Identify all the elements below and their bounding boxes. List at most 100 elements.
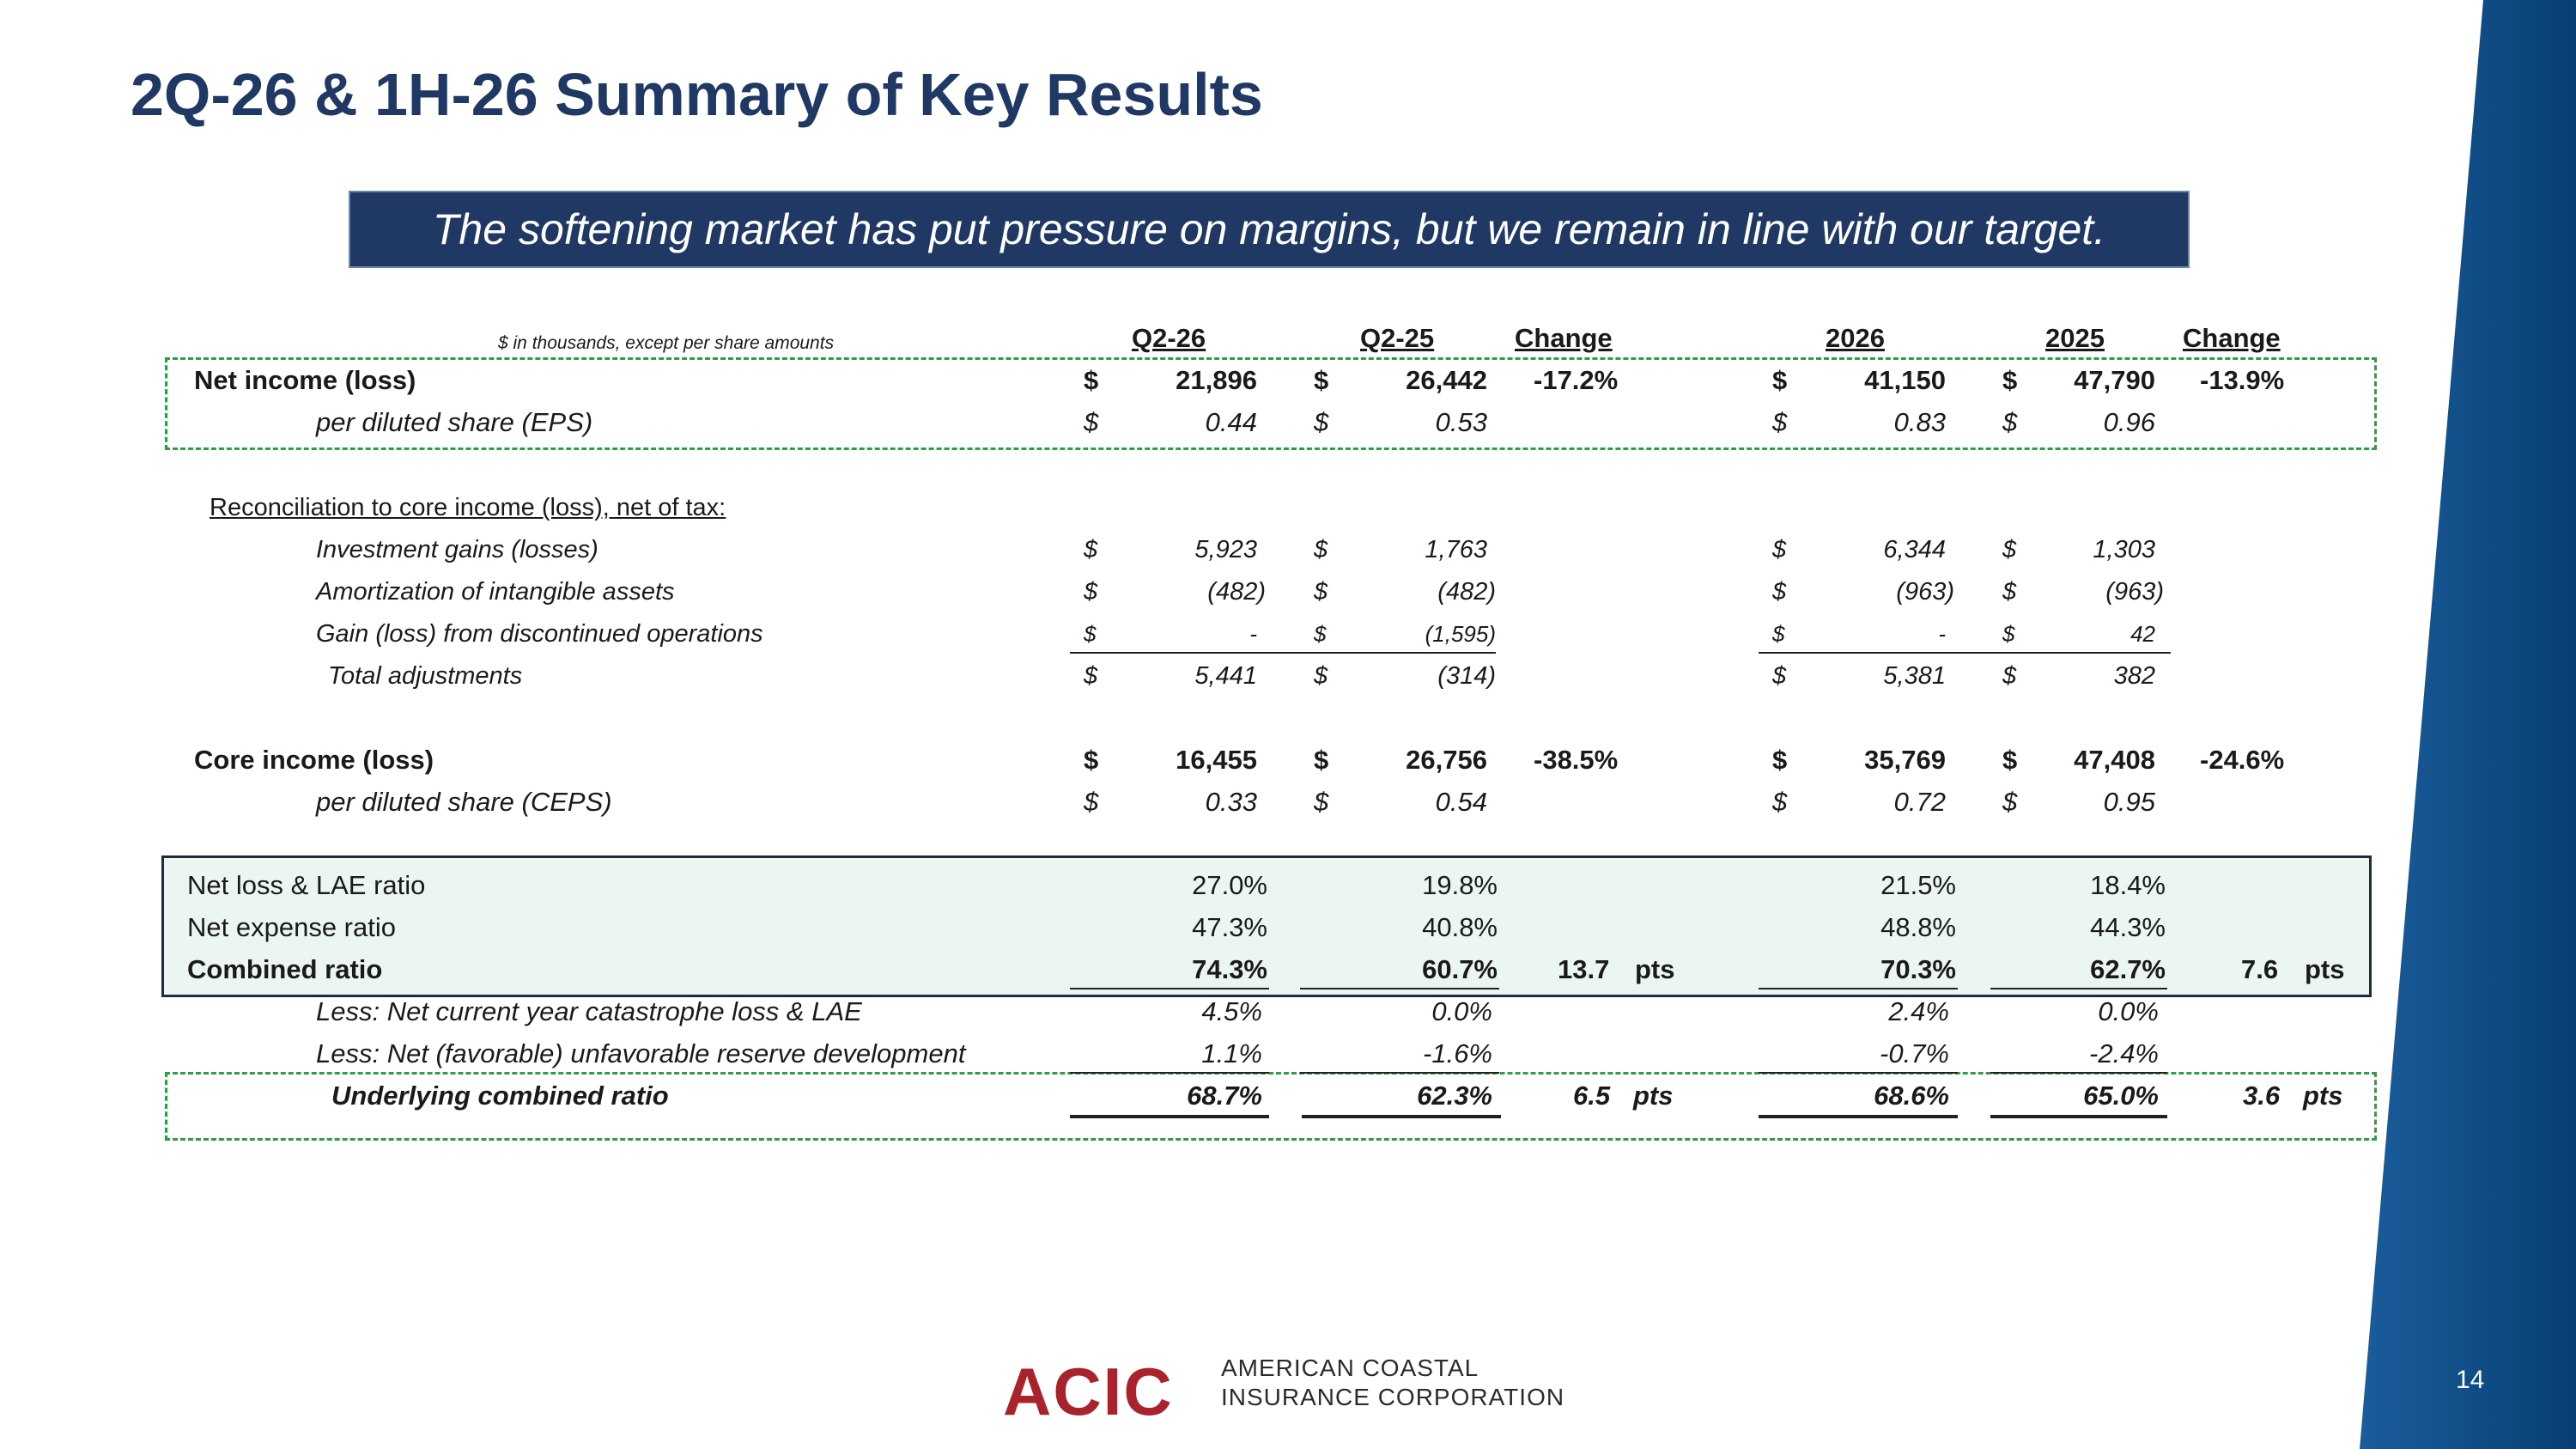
dollar-sign: $ [1084, 365, 1099, 395]
total-adj-2026: 5,381 [1883, 662, 1946, 690]
reserve-2025: -2.4% [2089, 1038, 2159, 1068]
pts-label: pts [1633, 1081, 1674, 1111]
dollar-sign: $ [1084, 578, 1098, 606]
net-income-q2-25: 26,442 [1406, 365, 1487, 395]
row-label: Underlying combined ratio [331, 1081, 669, 1111]
double-rule [1070, 1115, 1269, 1118]
net-income-2025: 47,790 [2074, 365, 2155, 395]
underlying-q2-26: 68.7% [1187, 1081, 1262, 1111]
eps-2026: 0.83 [1893, 407, 1946, 437]
header-q2-25: Q2-25 [1360, 323, 1435, 353]
ceps-2026: 0.72 [1893, 787, 1946, 817]
total-adj-2025: 382 [2113, 662, 2155, 690]
dollar-sign: $ [1314, 365, 1329, 395]
core-income-q-change: -38.5% [1534, 745, 1619, 775]
eps-q2-26: 0.44 [1205, 407, 1257, 437]
row-label: Total adjustments [328, 662, 523, 690]
pts-label: pts [2305, 954, 2345, 984]
double-rule [1302, 1115, 1501, 1118]
dollar-sign: $ [2002, 578, 2017, 606]
cat-2026: 2.4% [1888, 996, 1949, 1026]
net-income-y-change: -13.9% [2200, 365, 2285, 395]
core-income-y-change: -24.6% [2200, 745, 2285, 775]
expense-q2-25: 40.8% [1422, 912, 1498, 942]
row-label: Net expense ratio [187, 912, 396, 942]
net-income-q-change: -17.2% [1534, 365, 1619, 395]
dollar-sign: $ [2002, 407, 2018, 437]
row-label: Core income (loss) [194, 745, 434, 775]
underlying-y-change: 3.6 [2243, 1081, 2281, 1111]
loss-lae-q2-25: 19.8% [1422, 870, 1498, 900]
net-income-q2-26: 21,896 [1176, 365, 1257, 395]
underlying-dashed-box [165, 1072, 2377, 1141]
header-q2-26: Q2-26 [1132, 323, 1206, 353]
combined-2026: 70.3% [1880, 954, 1956, 984]
expense-2026: 48.8% [1880, 912, 1956, 942]
dollar-sign: $ [2002, 621, 2015, 647]
total-adj-q2-26: 5,441 [1194, 662, 1257, 690]
combined-q-change: 13.7 [1558, 954, 1610, 984]
dollar-sign: $ [1772, 621, 1785, 647]
amort-2026: (963) [1896, 578, 1954, 606]
amort-q2-26: (482) [1207, 578, 1266, 606]
row-label: Net loss & LAE ratio [187, 870, 426, 900]
dollar-sign: $ [1314, 578, 1328, 606]
amort-q2-25: (482) [1437, 578, 1496, 606]
subtotal-rule [1070, 1072, 1269, 1074]
ceps-q2-26: 0.33 [1205, 787, 1257, 817]
ceps-q2-25: 0.54 [1435, 787, 1487, 817]
ratio-highlight-box [161, 855, 2372, 997]
underlying-2026: 68.6% [1874, 1081, 1949, 1111]
dollar-sign: $ [1084, 662, 1098, 690]
core-income-2026: 35,769 [1864, 745, 1946, 775]
core-income-q2-26: 16,455 [1176, 745, 1257, 775]
row-label: Net income (loss) [194, 365, 416, 395]
dollar-sign: $ [1314, 745, 1329, 775]
subtotal-rule [1070, 988, 1269, 989]
dollar-sign: $ [1314, 787, 1329, 817]
disc-ops-q2-26: - [1249, 621, 1257, 647]
dollar-sign: $ [1314, 407, 1329, 437]
company-logo-text: AMERICAN COASTAL INSURANCE CORPORATION [1221, 1354, 1564, 1412]
net-income-dashed-box [165, 357, 2377, 450]
pts-label: pts [2303, 1081, 2343, 1111]
row-label: per diluted share (EPS) [316, 407, 593, 437]
dollar-sign: $ [2002, 536, 2017, 563]
pts-label: pts [1635, 954, 1675, 984]
subtotal-rule [1300, 988, 1499, 989]
dollar-sign: $ [2002, 365, 2018, 395]
subtotal-rule [1759, 988, 1958, 989]
dollar-sign: $ [1084, 536, 1098, 563]
cat-q2-26: 4.5% [1201, 996, 1262, 1026]
reserve-2026: -0.7% [1880, 1038, 1949, 1068]
reconciliation-heading: Reconciliation to core income (loss), ne… [210, 494, 726, 521]
reserve-q2-26: 1.1% [1201, 1038, 1262, 1068]
expense-q2-26: 47.3% [1192, 912, 1267, 942]
subtotal-rule [1990, 1072, 2167, 1074]
core-income-q2-25: 26,756 [1406, 745, 1487, 775]
row-label: Amortization of intangible assets [316, 578, 675, 606]
dollar-sign: $ [2002, 787, 2018, 817]
expense-2025: 44.3% [2090, 912, 2166, 942]
dollar-sign: $ [1772, 787, 1788, 817]
page-number: 14 [2456, 1366, 2485, 1394]
units-note: $ in thousands, except per share amounts [498, 333, 835, 353]
double-rule [1990, 1115, 2167, 1118]
ceps-2025: 0.95 [2103, 787, 2155, 817]
underlying-q2-25: 62.3% [1417, 1081, 1492, 1111]
dollar-sign: $ [1314, 536, 1328, 563]
combined-q2-25: 60.7% [1422, 954, 1498, 984]
net-income-2026: 41,150 [1864, 365, 1946, 395]
page-title: 2Q-26 & 1H-26 Summary of Key Results [131, 61, 1263, 128]
total-adj-q2-25: (314) [1437, 662, 1496, 690]
disc-ops-q2-25: (1,595) [1425, 621, 1496, 647]
row-label: Less: Net (favorable) unfavorable reserv… [316, 1038, 966, 1068]
combined-y-change: 7.6 [2241, 954, 2279, 984]
dollar-sign: $ [1084, 745, 1099, 775]
company-logo-mark: ACIC [1003, 1354, 1174, 1429]
subtotal-rule [1300, 1072, 1499, 1074]
row-label: Investment gains (losses) [316, 536, 598, 563]
loss-lae-2026: 21.5% [1880, 870, 1956, 900]
amort-2025: (963) [2105, 578, 2164, 606]
reserve-q2-25: -1.6% [1423, 1038, 1492, 1068]
